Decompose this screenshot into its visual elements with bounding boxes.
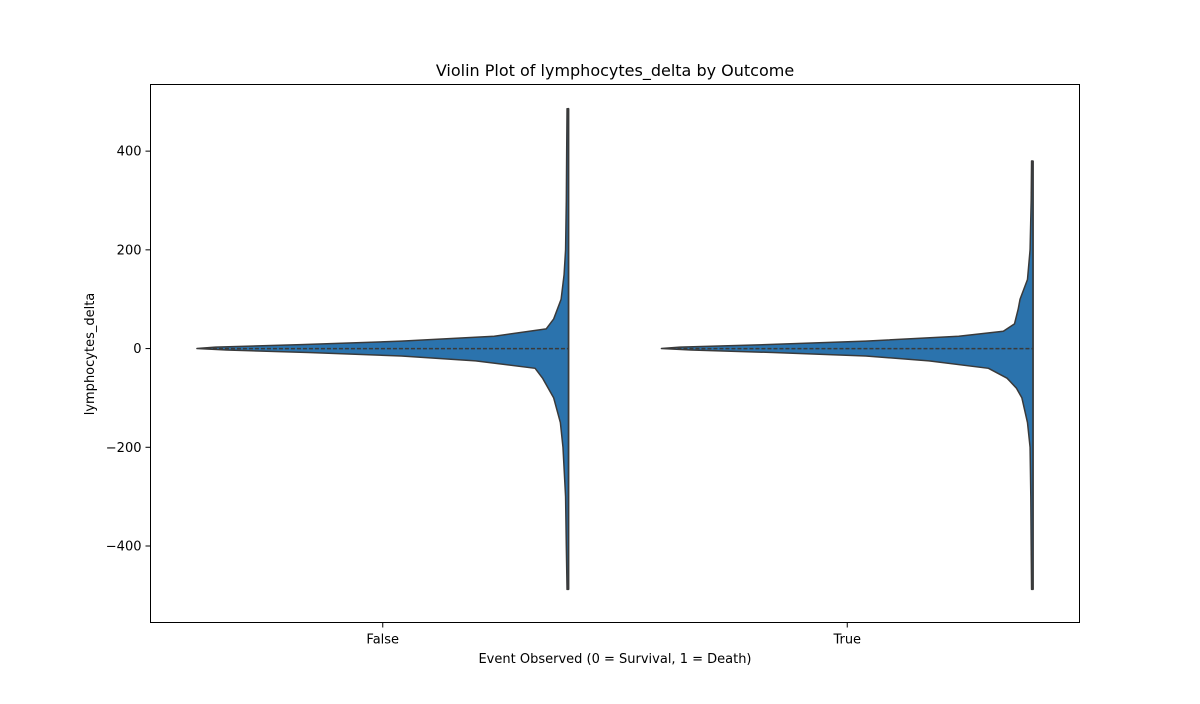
x-tick: True [832,622,861,648]
x-axis-title: Event Observed (0 = Survival, 1 = Death) [478,652,751,667]
x-tick: False [366,622,399,648]
y-tick: −200 [106,441,151,456]
x-tick-label: True [832,633,861,648]
y-tick-label: −400 [106,539,142,554]
y-axis-title: lymphocytes_delta [83,293,98,416]
violin-false [196,107,570,591]
violin-true [660,160,1034,591]
y-tick: −400 [106,539,151,554]
plot-area [196,107,1034,591]
y-tick-label: −200 [106,441,142,456]
y-tick-label: 400 [117,145,142,160]
y-tick: 400 [117,145,151,160]
x-tick-label: False [366,633,399,648]
y-tick-label: 0 [133,342,141,357]
plot-frame [150,84,1080,623]
violin-body [660,160,1034,591]
y-tick: 0 [133,342,151,357]
y-tick-label: 200 [117,243,142,258]
chart-title: Violin Plot of lymphocytes_delta by Outc… [436,61,794,81]
y-tick: 200 [117,243,151,258]
